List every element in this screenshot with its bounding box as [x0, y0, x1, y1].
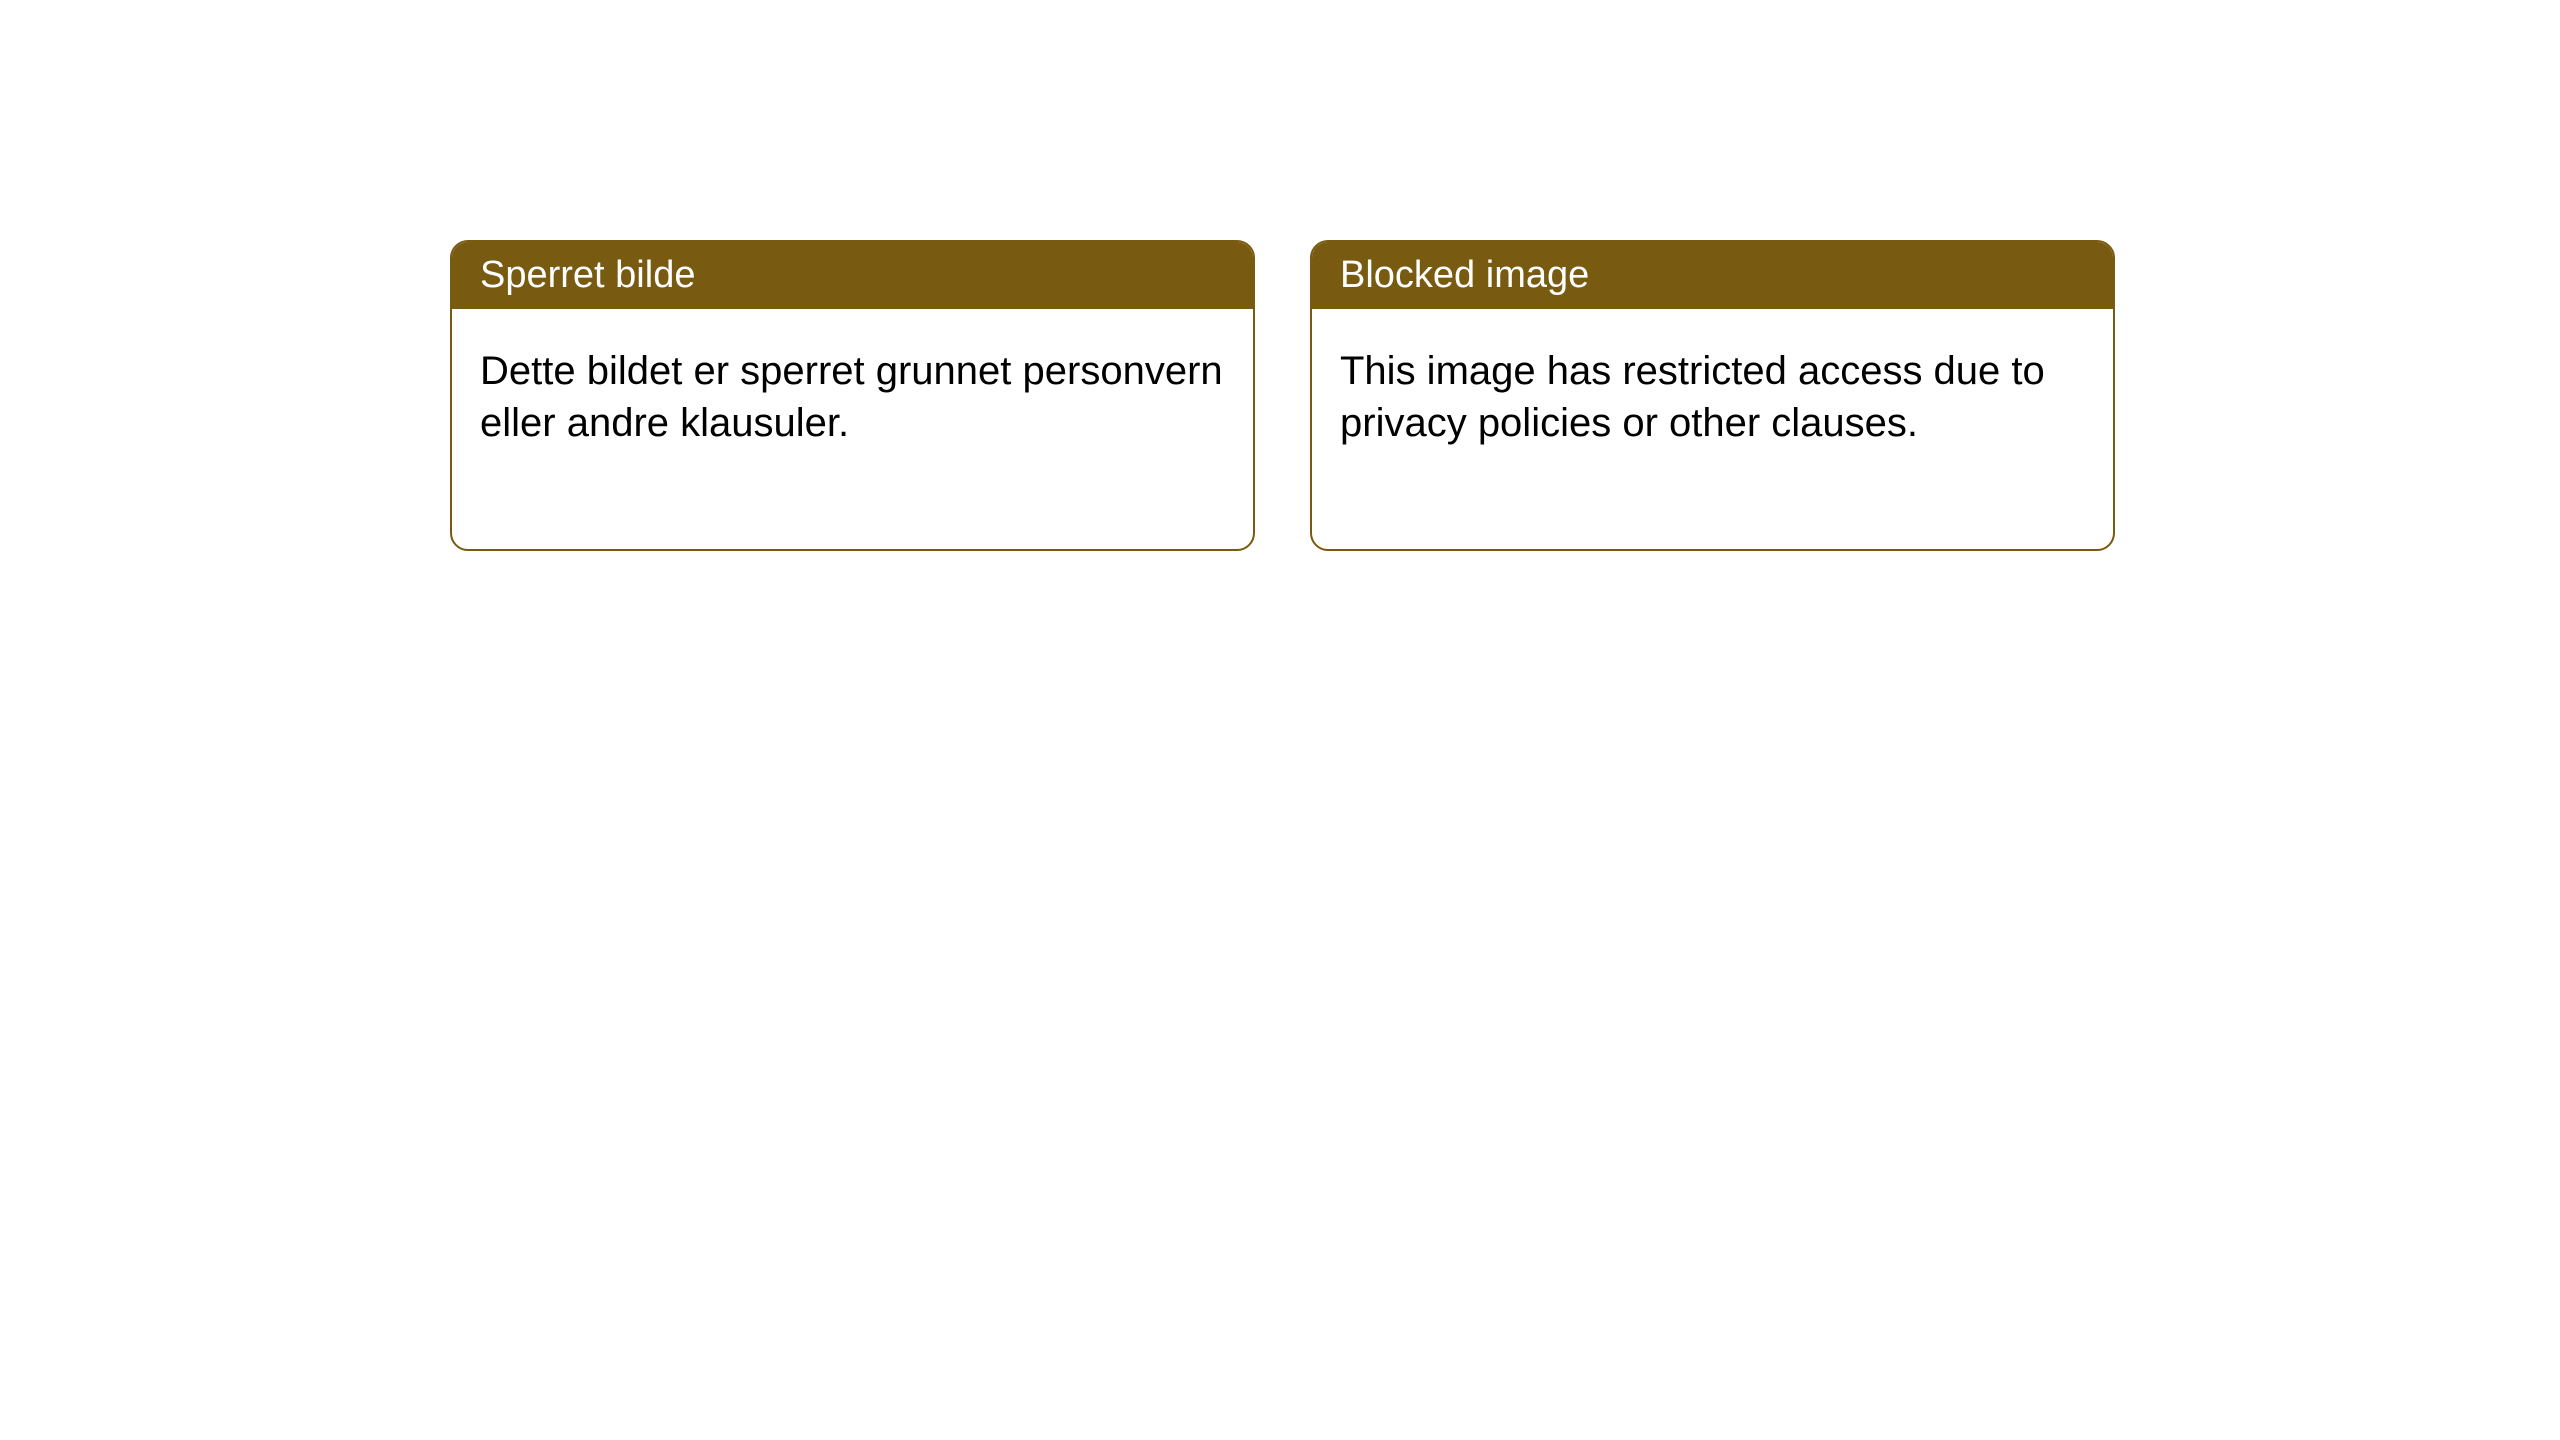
- blocked-image-panel-norwegian: Sperret bilde Dette bildet er sperret gr…: [450, 240, 1255, 551]
- panel-message: This image has restricted access due to …: [1340, 349, 2045, 445]
- notification-container: Sperret bilde Dette bildet er sperret gr…: [0, 0, 2560, 551]
- panel-header-norwegian: Sperret bilde: [452, 242, 1253, 309]
- panel-title: Blocked image: [1340, 254, 1589, 296]
- blocked-image-panel-english: Blocked image This image has restricted …: [1310, 240, 2115, 551]
- panel-body-norwegian: Dette bildet er sperret grunnet personve…: [452, 309, 1253, 549]
- panel-body-english: This image has restricted access due to …: [1312, 309, 2113, 549]
- panel-header-english: Blocked image: [1312, 242, 2113, 309]
- panel-title: Sperret bilde: [480, 254, 695, 296]
- panel-message: Dette bildet er sperret grunnet personve…: [480, 349, 1223, 445]
